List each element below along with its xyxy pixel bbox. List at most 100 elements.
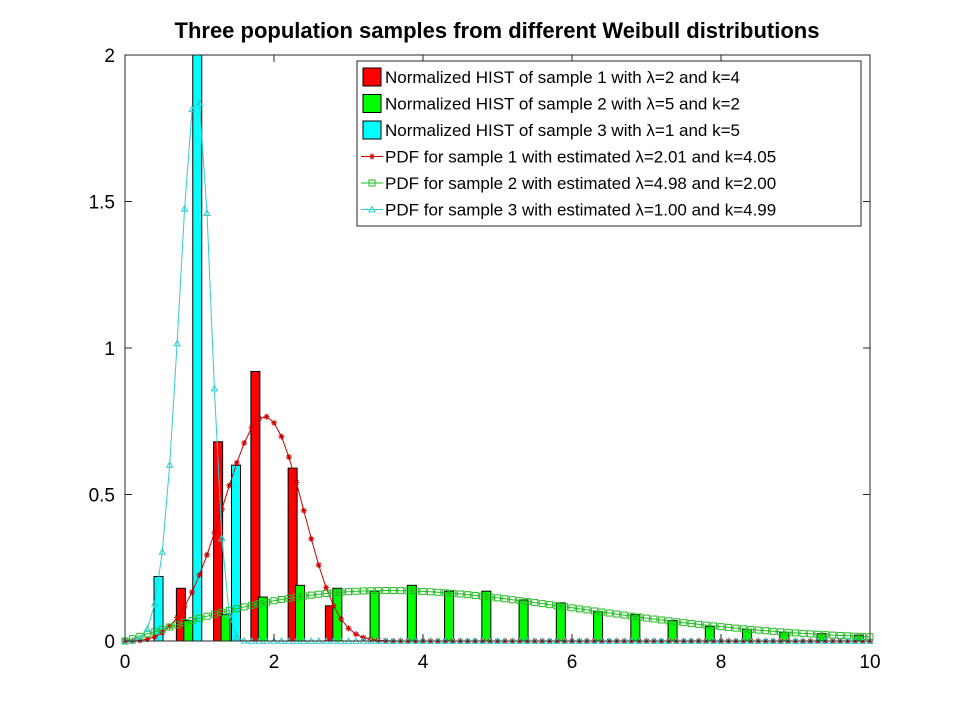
bar [220, 614, 231, 642]
pdf-marker [374, 587, 382, 595]
pdf-marker [583, 606, 591, 614]
pdf-marker [256, 415, 263, 422]
pdf-marker [188, 105, 196, 113]
pdf-marker [449, 589, 457, 597]
legend-entry: PDF for sample 3 with estimated λ=1.00 a… [361, 201, 776, 220]
histogram-series-2 [183, 584, 864, 642]
pdf-marker [292, 593, 300, 601]
y-tick-label: 0.5 [89, 486, 115, 507]
pdf-marker [158, 547, 167, 555]
pdf-marker [650, 615, 658, 623]
pdf-marker [300, 592, 308, 600]
legend: Normalized HIST of sample 1 with λ=2 and… [356, 60, 862, 227]
legend-label: PDF for sample 2 with estimated λ=4.98 a… [385, 174, 776, 193]
pdf-marker [375, 637, 382, 644]
pdf-marker [762, 627, 770, 635]
pdf-marker [278, 433, 285, 440]
pdf-marker [494, 594, 501, 602]
pdf-marker [516, 597, 524, 605]
pdf-marker [315, 590, 323, 598]
pdf-marker [285, 594, 293, 602]
pdf-marker [308, 535, 315, 542]
pdf-marker [143, 630, 151, 638]
bar [630, 614, 641, 642]
pdf-marker [702, 621, 710, 629]
pdf-marker [635, 613, 643, 621]
pdf-marker [352, 631, 359, 638]
pdf-marker [680, 619, 688, 627]
pdf-marker [181, 603, 188, 610]
pdf-marker [240, 636, 249, 644]
legend-entry: PDF for sample 1 with estimated λ=2.01 a… [361, 148, 776, 167]
pdf-marker [501, 595, 509, 603]
pdf-marker [203, 209, 211, 216]
x-tick-label: 0 [120, 652, 131, 673]
pdf-marker [233, 605, 241, 613]
pdf-marker [248, 424, 255, 431]
pdf-marker [293, 479, 300, 486]
pdf-marker [613, 610, 621, 618]
pdf-marker [210, 610, 218, 618]
pdf-marker [568, 604, 576, 612]
pdf-marker [136, 632, 144, 640]
pdf-marker [323, 584, 330, 591]
legend-label: PDF for sample 1 with estimated λ=2.01 a… [385, 148, 776, 167]
pdf-marker [732, 624, 740, 632]
pdf-marker [367, 587, 375, 595]
pdf-marker [307, 591, 315, 599]
legend-swatch [362, 120, 382, 140]
legend-entry: Normalized HIST of sample 3 with λ=1 and… [362, 120, 740, 140]
pdf-marker [657, 616, 665, 624]
pdf-marker [173, 339, 181, 347]
pdf-marker [754, 626, 762, 634]
pdf-marker [232, 633, 241, 641]
pdf-marker [368, 179, 376, 187]
pdf-marker [792, 629, 799, 637]
pdf-marker [271, 419, 277, 426]
pdf-marker [434, 588, 442, 596]
pdf-marker [851, 632, 859, 640]
pdf-marker [210, 384, 219, 392]
legend-swatch [362, 94, 382, 113]
pdf-marker [263, 413, 270, 420]
pdf-marker [471, 591, 479, 599]
pdf-marker [665, 617, 673, 625]
pdf-marker [263, 598, 271, 606]
pdf-marker [546, 601, 554, 609]
pdf-marker [218, 506, 225, 513]
pdf-marker [859, 633, 867, 641]
pdf-marker [397, 587, 405, 595]
pdf-marker [538, 600, 546, 608]
pdf-marker [523, 598, 531, 606]
pdf-marker [143, 625, 152, 632]
pdf-marker [441, 589, 449, 597]
pdf-marker [777, 628, 785, 636]
pdf-marker [203, 551, 210, 558]
histogram-series-1 [175, 370, 335, 642]
pdf-marker [508, 596, 516, 604]
pdf-marker [695, 620, 703, 628]
pdf-marker [196, 614, 203, 622]
legend-box [356, 60, 862, 227]
pdf-marker [739, 625, 747, 633]
pdf-marker [345, 625, 352, 632]
pdf-marker [456, 590, 464, 598]
pdf-marker [150, 599, 159, 607]
pdf-marker [369, 153, 375, 160]
pdf-marker [136, 637, 143, 644]
axis-ticks: 0 2 4 6 8 10 0 0.5 1 1.5 2 [89, 46, 881, 673]
pdf-marker [382, 587, 390, 595]
pdf-marker [367, 636, 374, 643]
pdf-marker [188, 616, 196, 624]
pdf-marker [218, 534, 226, 542]
pdf-marker [486, 593, 494, 601]
histogram-series-3 [153, 54, 242, 642]
pdf-marker [628, 612, 636, 620]
pdf-marker [166, 623, 174, 631]
pdf-marker [315, 562, 322, 569]
pdf-marker [226, 482, 233, 489]
legend-label: Normalized HIST of sample 3 with λ=1 and… [385, 121, 740, 140]
pdf-series-2 [121, 587, 874, 645]
pdf-marker [285, 454, 292, 461]
pdf-marker [404, 587, 412, 595]
